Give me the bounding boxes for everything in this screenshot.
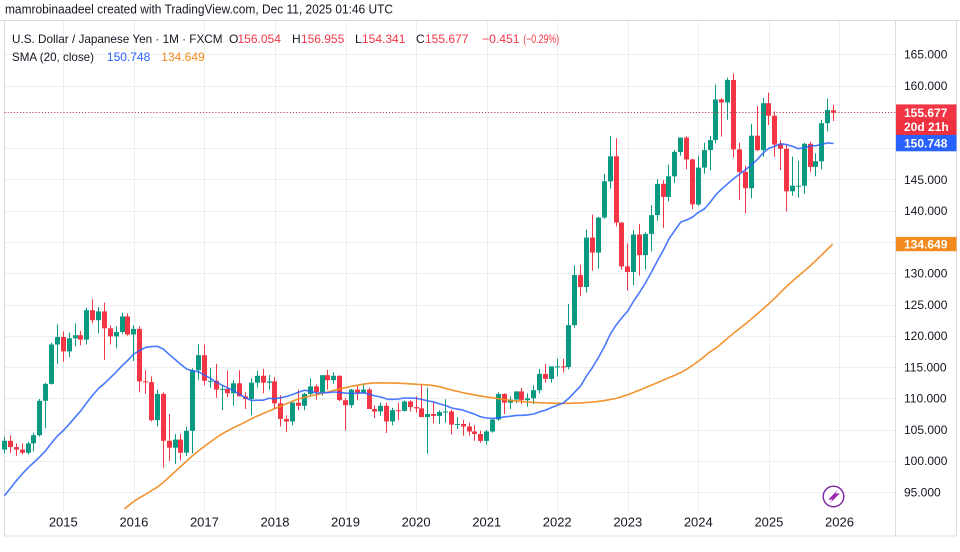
svg-text:160.000: 160.000 xyxy=(904,79,948,93)
svg-text:mamrobinaadeel created with Tr: mamrobinaadeel created with TradingView.… xyxy=(5,3,393,17)
svg-text:SMA (20, close): SMA (20, close) xyxy=(12,50,94,64)
svg-text:95.000: 95.000 xyxy=(904,485,941,499)
svg-text:2018: 2018 xyxy=(261,515,290,530)
svg-text:110.000: 110.000 xyxy=(904,392,947,406)
svg-text:C: C xyxy=(416,32,425,46)
svg-text:2023: 2023 xyxy=(613,515,642,530)
svg-text:2021: 2021 xyxy=(472,515,501,530)
svg-text:165.000: 165.000 xyxy=(904,48,948,62)
svg-text:105.000: 105.000 xyxy=(904,423,948,437)
svg-text:150.748: 150.748 xyxy=(107,50,151,64)
svg-text:U.S. Dollar / Japanese Yen · 1: U.S. Dollar / Japanese Yen · 1M · FXCM xyxy=(12,32,223,46)
svg-text:2025: 2025 xyxy=(754,515,783,530)
svg-text:154.341: 154.341 xyxy=(362,32,406,46)
svg-text:140.000: 140.000 xyxy=(904,204,948,218)
svg-text:−0.451: −0.451 xyxy=(482,32,520,46)
svg-text:(−0.29%): (−0.29%) xyxy=(523,32,559,46)
svg-text:130.000: 130.000 xyxy=(904,267,948,281)
svg-text:2026: 2026 xyxy=(825,515,854,530)
svg-text:2024: 2024 xyxy=(684,515,713,530)
svg-text:2016: 2016 xyxy=(119,515,148,530)
svg-text:156.955: 156.955 xyxy=(301,32,345,46)
svg-text:100.000: 100.000 xyxy=(904,454,948,468)
svg-text:2019: 2019 xyxy=(331,515,360,530)
svg-text:H: H xyxy=(292,32,301,46)
svg-text:150.748: 150.748 xyxy=(904,137,948,151)
svg-text:134.649: 134.649 xyxy=(161,50,205,64)
svg-text:145.000: 145.000 xyxy=(904,173,948,187)
svg-text:2020: 2020 xyxy=(402,515,431,530)
svg-text:156.054: 156.054 xyxy=(238,32,282,46)
svg-text:L: L xyxy=(355,32,362,46)
svg-text:O: O xyxy=(229,32,238,46)
svg-text:2022: 2022 xyxy=(543,515,572,530)
svg-text:120.000: 120.000 xyxy=(904,329,948,343)
svg-text:2017: 2017 xyxy=(190,515,219,530)
svg-text:155.677: 155.677 xyxy=(904,106,948,120)
svg-text:125.000: 125.000 xyxy=(904,298,948,312)
svg-text:2015: 2015 xyxy=(49,515,78,530)
svg-text:115.000: 115.000 xyxy=(904,360,947,374)
svg-text:155.677: 155.677 xyxy=(425,32,469,46)
svg-text:134.649: 134.649 xyxy=(904,237,948,251)
svg-text:20d 21h: 20d 21h xyxy=(904,120,949,134)
